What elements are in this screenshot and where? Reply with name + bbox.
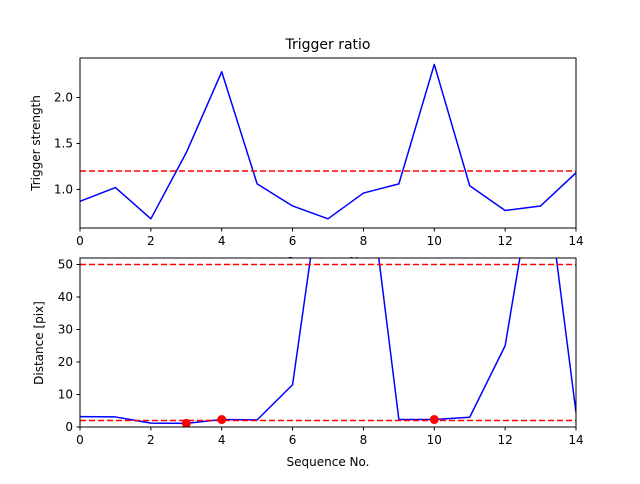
top-x-tick-label: 2 — [147, 234, 155, 248]
top-chart-title: Trigger ratio — [284, 37, 370, 53]
top-x-tick-label: 8 — [360, 234, 368, 248]
top-x-tick-label: 14 — [568, 234, 583, 248]
top-y-tick-label: 2.0 — [54, 91, 73, 105]
bot-x-tick-label: 6 — [289, 433, 297, 447]
bot-marker-point — [217, 415, 226, 424]
top-y-tick-label: 1.5 — [54, 136, 73, 150]
top-y-axis-label: Trigger strength — [29, 95, 43, 192]
bot-y-tick-label: 30 — [58, 323, 73, 337]
bottom-axes-background — [80, 258, 576, 427]
top-x-tick-label: 10 — [427, 234, 442, 248]
bot-x-tick-label: 0 — [76, 433, 84, 447]
bot-marker-point — [430, 415, 439, 424]
top-y-tick-label: 1.0 — [54, 182, 73, 196]
bot-y-tick-label: 0 — [65, 420, 73, 434]
bot-y-tick-label: 20 — [58, 355, 73, 369]
bot-y-tick-label: 40 — [58, 290, 73, 304]
bot-y-tick-label: 50 — [58, 258, 73, 272]
bot-y-tick-label: 10 — [58, 388, 73, 402]
top-x-tick-label: 0 — [76, 234, 84, 248]
bot-x-tick-label: 2 — [147, 433, 155, 447]
bot-x-tick-label: 12 — [498, 433, 513, 447]
bot-x-tick-label: 10 — [427, 433, 442, 447]
top-x-tick-label: 6 — [289, 234, 297, 248]
top-x-tick-label: 12 — [498, 234, 513, 248]
bot-x-tick-label: 14 — [568, 433, 583, 447]
top-x-tick-label: 4 — [218, 234, 226, 248]
bottom-x-axis-label: Sequence No. — [287, 455, 370, 469]
bot-x-tick-label: 4 — [218, 433, 226, 447]
bottom-y-axis-label: Distance [pix] — [32, 301, 46, 385]
bot-x-tick-label: 8 — [360, 433, 368, 447]
